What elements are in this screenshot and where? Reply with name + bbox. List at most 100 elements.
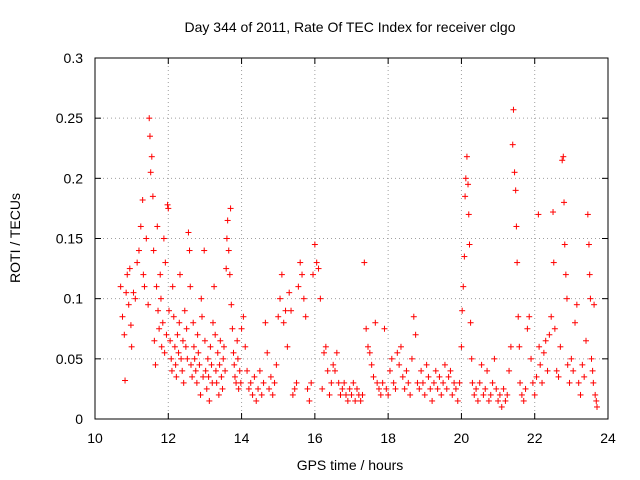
- data-point: [560, 153, 567, 160]
- data-point: [166, 307, 173, 314]
- data-point: [170, 313, 177, 320]
- data-point: [410, 313, 417, 320]
- data-point: [407, 391, 414, 398]
- data-point: [306, 397, 313, 404]
- data-point: [185, 229, 192, 236]
- data-point: [438, 391, 445, 398]
- data-point: [363, 325, 370, 332]
- data-point: [379, 379, 386, 386]
- data-point: [231, 361, 238, 368]
- data-point: [195, 349, 202, 356]
- x-tick-label: 10: [87, 430, 103, 446]
- data-point: [211, 283, 218, 290]
- data-point: [537, 361, 544, 368]
- data-point: [572, 319, 579, 326]
- data-point: [289, 391, 296, 398]
- data-point: [262, 319, 269, 326]
- data-point: [180, 379, 187, 386]
- data-point: [396, 361, 403, 368]
- data-point: [121, 331, 128, 338]
- x-tick-labels: 10 12 14 16 18 20 22 24: [87, 430, 616, 446]
- data-point: [436, 373, 443, 380]
- data-point: [205, 373, 212, 380]
- data-point: [288, 307, 295, 314]
- y-tick-label: 0.25: [56, 110, 83, 126]
- data-point: [291, 385, 298, 392]
- data-point: [588, 355, 595, 362]
- data-point: [271, 379, 278, 386]
- data-point: [561, 199, 568, 206]
- data-point: [512, 187, 519, 194]
- y-tick-labels: 0 0.05 0.1 0.15 0.2 0.25 0.3: [56, 50, 83, 427]
- data-point: [217, 337, 224, 344]
- data-point: [171, 343, 178, 350]
- data-point: [165, 205, 172, 212]
- data-point: [313, 259, 320, 266]
- data-point: [168, 367, 175, 374]
- data-point: [191, 355, 198, 362]
- data-point: [230, 349, 237, 356]
- data-point: [353, 385, 360, 392]
- data-point: [425, 373, 432, 380]
- data-point: [471, 391, 478, 398]
- data-point: [536, 343, 543, 350]
- data-point: [197, 391, 204, 398]
- data-point: [507, 343, 514, 350]
- data-point: [319, 385, 326, 392]
- data-point: [130, 289, 137, 296]
- data-point: [157, 271, 164, 278]
- data-point: [162, 259, 169, 266]
- data-point: [196, 361, 203, 368]
- data-point: [587, 295, 594, 302]
- data-point: [193, 379, 200, 386]
- data-point: [200, 373, 207, 380]
- data-point: [127, 322, 134, 329]
- data-point: [189, 373, 196, 380]
- data-point: [229, 325, 236, 332]
- data-point: [394, 349, 401, 356]
- data-point: [187, 283, 194, 290]
- data-point: [198, 295, 205, 302]
- data-point: [515, 313, 522, 320]
- data-point: [540, 349, 547, 356]
- data-point: [220, 343, 227, 350]
- data-point: [225, 247, 232, 254]
- data-point: [124, 271, 131, 278]
- data-point: [207, 343, 214, 350]
- data-point: [145, 301, 152, 308]
- data-point: [418, 367, 425, 374]
- data-point: [573, 301, 580, 308]
- data-point: [570, 367, 577, 374]
- data-point: [141, 283, 148, 290]
- data-point: [364, 343, 371, 350]
- data-point: [447, 367, 454, 374]
- data-point: [223, 265, 230, 272]
- data-point: [452, 385, 459, 392]
- data-point: [182, 343, 189, 350]
- data-point: [348, 391, 355, 398]
- data-point: [198, 313, 205, 320]
- axis-ticks: [94, 57, 609, 420]
- grid-lines: [95, 58, 608, 419]
- data-point: [177, 271, 184, 278]
- data-point: [161, 349, 168, 356]
- data-point: [214, 349, 221, 356]
- data-point: [495, 397, 502, 404]
- data-point: [300, 295, 307, 302]
- data-point: [441, 361, 448, 368]
- data-point: [498, 403, 505, 410]
- data-point: [152, 361, 159, 368]
- data-point: [330, 361, 337, 368]
- data-point: [397, 343, 404, 350]
- data-point: [533, 373, 540, 380]
- data-point: [510, 106, 517, 113]
- data-point: [146, 133, 153, 140]
- data-point: [228, 301, 235, 308]
- data-point: [249, 391, 256, 398]
- data-point: [412, 331, 419, 338]
- data-point: [173, 373, 180, 380]
- data-point: [421, 391, 428, 398]
- data-point: [449, 391, 456, 398]
- data-point: [194, 331, 201, 338]
- data-point: [324, 367, 331, 374]
